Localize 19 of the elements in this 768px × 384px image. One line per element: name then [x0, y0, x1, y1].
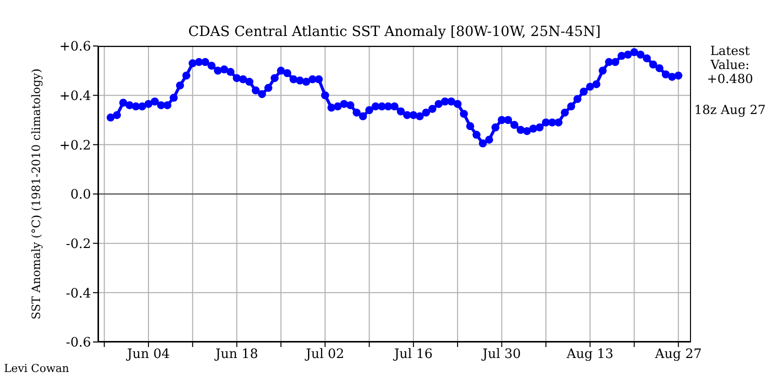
y-tick-label: +0.4	[59, 88, 91, 104]
x-tick-label: Jun 18	[213, 347, 258, 362]
x-tick-label: Jul 16	[392, 347, 433, 362]
x-tick-label: Aug 27	[654, 347, 702, 362]
y-tick-label: +0.2	[59, 138, 91, 154]
x-tick-label: Jul 02	[304, 347, 344, 362]
text: Latest Value: +0.480	[706, 43, 754, 86]
y-tick-label: 0.0	[70, 188, 91, 203]
y-tick-label: -0.6	[66, 336, 91, 351]
y-tick-label: -0.2	[66, 236, 91, 252]
x-tick-label: Jun 04	[125, 347, 170, 362]
y-axis-title: SST Anomaly (°C) (1981-2010 climatology)	[28, 68, 43, 320]
x-tick-label: Jul 30	[480, 347, 521, 362]
x-tick-label: Aug 13	[566, 347, 614, 362]
chart-title: CDAS Central Atlantic SST Anomaly [80W-10W, 25N-45N]	[187, 24, 602, 40]
y-tick-label: -0.4	[66, 286, 91, 302]
text: Levi Cowan	[4, 362, 70, 376]
y-tick-label: +0.6	[59, 40, 91, 55]
text: 18z Aug 27	[693, 102, 767, 117]
